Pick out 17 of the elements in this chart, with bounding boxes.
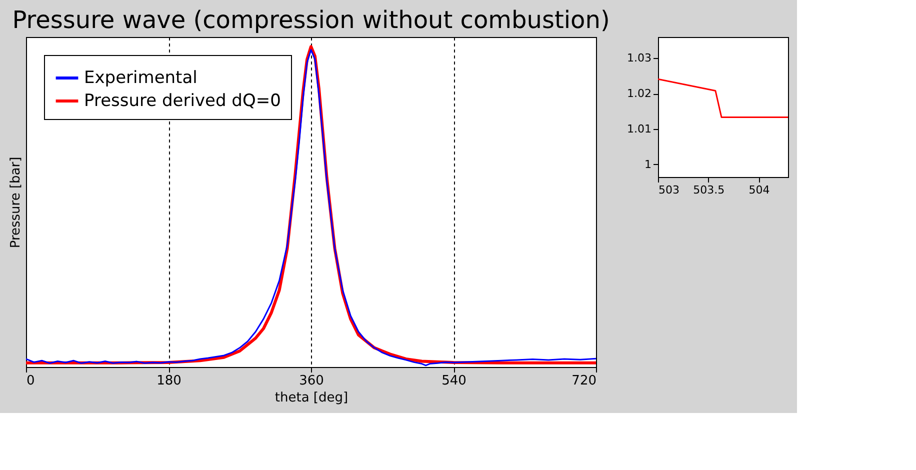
y-axis-title: Pressure [bar] bbox=[8, 156, 24, 248]
legend-label: Experimental bbox=[84, 68, 198, 88]
x-tick-label: 540 bbox=[442, 374, 466, 388]
legend-label: Pressure derived dQ=0 bbox=[84, 91, 281, 111]
x-tick-label: 0 bbox=[26, 374, 35, 388]
y-tick-label: 1.02 bbox=[627, 87, 652, 100]
x-tick-label: 720 bbox=[572, 374, 596, 388]
x-axis-title: theta [deg] bbox=[274, 390, 348, 406]
x-tick-label: 180 bbox=[156, 374, 182, 388]
chart-title: Pressure wave (compression without combustion) bbox=[12, 6, 610, 34]
x-tick-label: 503.5 bbox=[693, 184, 725, 196]
x-tick-label: 503 bbox=[658, 184, 680, 196]
y-tick-label: 1.01 bbox=[627, 122, 652, 136]
x-tick-label: 504 bbox=[748, 184, 770, 196]
y-tick-label: 1.03 bbox=[627, 52, 652, 65]
x-tick-label: 360 bbox=[299, 374, 324, 388]
y-tick-label: 1 bbox=[644, 158, 652, 171]
